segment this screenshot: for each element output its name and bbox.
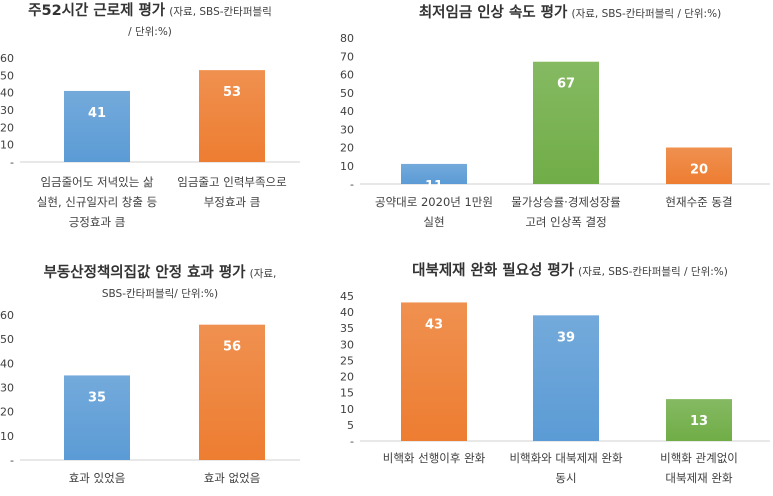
x-tick-label: 임금줄고 인력부족으로	[177, 175, 286, 189]
x-tick-label: 비핵화 선행이후 완화	[383, 451, 486, 465]
chart-subtitle: (자료, SBS-칸타퍼블릭 / 단위:%)	[571, 8, 722, 20]
y-tick-label: 50	[0, 333, 14, 346]
bar	[64, 90, 130, 162]
y-tick-label: -	[350, 435, 354, 448]
y-tick-label: 70	[340, 50, 354, 63]
chart-subtitle: (자료,	[249, 268, 277, 280]
chart-subtitle-2: / 단위:%)	[128, 26, 172, 38]
data-label: 53	[223, 85, 241, 100]
x-tick-label: 물가상승률·경제성장률	[511, 195, 620, 209]
x-tick-label: 효과 있었음	[69, 471, 126, 485]
y-tick-label: 60	[340, 69, 354, 82]
bar	[666, 147, 732, 184]
y-tick-label: 10	[0, 430, 14, 443]
y-tick-label: -	[10, 156, 14, 169]
y-tick-label: 30	[0, 382, 14, 395]
chart-title: 주52시간 근로제 평가	[28, 3, 166, 19]
x-tick-label: 실현, 신규일자리 창출 등	[37, 195, 157, 209]
chart-title-block: 대북제재 완화 필요성 평가 (자료, SBS-칸타퍼블릭 / 단위:%)	[380, 262, 760, 282]
y-tick-label: 50	[0, 69, 14, 82]
y-tick-label: 5	[347, 419, 354, 432]
x-tick-label: 동시	[555, 471, 576, 485]
data-label: 20	[690, 163, 708, 178]
data-label: 67	[557, 77, 575, 92]
x-tick-label: 효과 없었음	[204, 471, 261, 485]
x-tick-label: 실현	[423, 215, 444, 229]
y-tick-label: 45	[340, 290, 354, 303]
bar	[401, 302, 467, 441]
y-tick-label: 40	[0, 357, 14, 370]
chart-title: 부동산정책의집값 안정 효과 평가	[43, 265, 246, 281]
bar	[533, 61, 599, 184]
data-label: 43	[425, 317, 443, 332]
y-tick-label: 80	[340, 32, 354, 45]
y-tick-label: 20	[0, 406, 14, 419]
x-tick-label: 긍정효과 큼	[69, 215, 126, 229]
y-tick-label: 20	[340, 142, 354, 155]
y-tick-label: 25	[340, 354, 354, 367]
y-tick-label: 60	[0, 52, 14, 65]
x-tick-label: 공약대로 2020년 1만원	[375, 195, 493, 209]
y-tick-label: 35	[340, 322, 354, 335]
bar	[64, 375, 130, 460]
y-tick-label: -	[350, 178, 354, 191]
y-tick-label: 10	[0, 139, 14, 152]
y-tick-label: 60	[0, 309, 14, 322]
y-tick-label: -	[10, 454, 14, 467]
y-tick-label: 30	[340, 123, 354, 136]
y-tick-label: 40	[340, 105, 354, 118]
x-tick-label: 부정효과 큼	[204, 195, 261, 209]
y-tick-label: 15	[340, 387, 354, 400]
y-tick-label: 10	[340, 160, 354, 173]
bar	[533, 315, 599, 441]
chart-title: 최저임금 인상 속도 평가	[418, 5, 568, 21]
chart-title-block: 주52시간 근로제 평가 (자료, SBS-칸타퍼블릭 / 단위:%)	[0, 2, 300, 42]
y-tick-label: 30	[0, 104, 14, 117]
y-tick-label: 10	[340, 403, 354, 416]
y-tick-label: 20	[340, 371, 354, 384]
data-label: 13	[690, 414, 708, 429]
chart-subtitle: (자료, SBS-칸타퍼블릭	[169, 6, 272, 18]
y-tick-label: 50	[340, 87, 354, 100]
x-tick-label: 비핵화 관계없이	[660, 451, 738, 465]
chart-title: 대북제재 완화 필요성 평가	[412, 263, 575, 279]
chart-subtitle-2: SBS-칸타퍼블릭/ 단위:%)	[101, 288, 219, 300]
bar	[666, 399, 732, 441]
x-tick-label: 임금줄어도 저녁있는 삶	[40, 175, 154, 189]
y-tick-label: 30	[340, 338, 354, 351]
y-tick-label: 20	[0, 121, 14, 134]
data-label: 35	[88, 390, 106, 405]
bar	[401, 163, 467, 184]
x-tick-label: 비핵화와 대북제재 완화	[509, 451, 623, 465]
bar	[199, 70, 265, 162]
data-label: 41	[88, 106, 106, 121]
data-label: 39	[557, 330, 575, 345]
data-label: 56	[223, 340, 241, 355]
chart-subtitle: (자료, SBS-칸타퍼블릭 / 단위:%)	[578, 266, 728, 278]
chart-title-block: 최저임금 인상 속도 평가 (자료, SBS-칸타퍼블릭 / 단위:%)	[380, 4, 760, 24]
x-tick-label: 대북제재 완화	[665, 471, 733, 485]
x-tick-label: 현재수준 동결	[665, 195, 732, 209]
chart-title-block: 부동산정책의집값 안정 효과 평가 (자료, SBS-칸타퍼블릭/ 단위:%)	[0, 264, 320, 304]
data-label: 11	[425, 179, 443, 194]
y-tick-label: 40	[340, 306, 354, 319]
x-tick-label: 고려 인상폭 결정	[525, 215, 606, 229]
bar	[199, 324, 265, 460]
y-tick-label: 40	[0, 87, 14, 100]
